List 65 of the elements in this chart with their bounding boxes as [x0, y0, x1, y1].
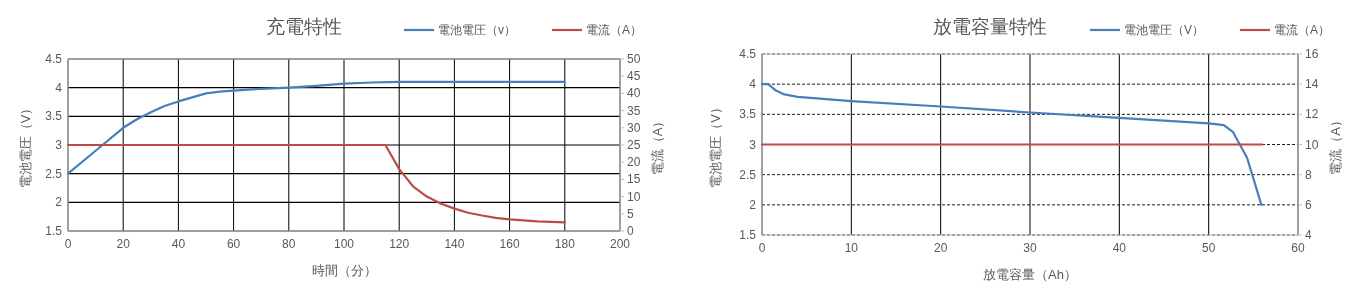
legend-label: 電流（A）: [1274, 23, 1331, 37]
y2-axis-title: 電流（A）: [650, 114, 665, 176]
x-tick-label: 10: [844, 241, 859, 255]
x-tick-label: 80: [282, 237, 296, 251]
x-tick-label: 0: [64, 237, 72, 251]
y2-tick-label: 25: [627, 138, 641, 152]
y2-tick-label: 6: [1305, 197, 1312, 212]
x-tick-label: 0: [758, 241, 766, 255]
x-tick-label: 120: [389, 237, 410, 251]
y-tick-label: 2: [749, 197, 757, 212]
x-tick-label: 20: [116, 237, 131, 251]
x-tick-label: 140: [444, 237, 465, 251]
x-tick-label: 200: [609, 237, 631, 251]
x-tick-label: 100: [333, 237, 355, 251]
line-series: [66, 80, 566, 175]
y2-tick-label: 4: [1305, 228, 1312, 242]
y2-tick-label: 10: [1305, 137, 1319, 152]
y2-tick-label: 16: [1305, 47, 1319, 61]
x-axis-title: 時間（分）: [311, 263, 377, 278]
line-series: [66, 143, 566, 224]
y2-tick-label: 12: [1305, 107, 1319, 122]
y-tick-label: 4: [55, 80, 63, 95]
line-series: [760, 83, 1263, 206]
y2-tick-label: 20: [627, 155, 641, 170]
y-tick-label: 3.5: [45, 109, 63, 124]
y-tick-label: 3: [55, 138, 63, 152]
legend-label: 電流（A）: [586, 23, 643, 37]
x-tick-label: 40: [171, 237, 186, 251]
y2-tick-label: 8: [1305, 167, 1312, 182]
y-axis-title: 電池電圧（V）: [18, 101, 33, 189]
y2-axis-title: 電流（A）: [1328, 114, 1343, 175]
y2-tick-label: 5: [627, 206, 634, 221]
y2-tick-label: 35: [627, 103, 641, 118]
y2-tick-label: 40: [627, 86, 641, 101]
y-tick-label: 3: [749, 137, 757, 152]
y2-tick-label: 15: [627, 172, 641, 187]
y-tick-label: 4.5: [45, 52, 63, 66]
x-tick-label: 60: [1291, 241, 1305, 255]
y-tick-label: 2: [55, 195, 63, 210]
legend-label: 電池電圧（v）: [438, 23, 516, 37]
x-tick-label: 160: [499, 237, 520, 251]
y-tick-label: 4: [749, 77, 757, 92]
y-tick-label: 3.5: [739, 107, 757, 122]
y2-tick-label: 14: [1305, 77, 1319, 92]
y-tick-label: 2.5: [45, 166, 63, 181]
x-tick-label: 30: [1023, 241, 1037, 255]
y-tick-label: 4.5: [739, 47, 757, 61]
y2-tick-label: 50: [627, 52, 641, 66]
legend-label: 電池電圧（V）: [1124, 23, 1205, 37]
y2-tick-label: 10: [627, 189, 641, 204]
y-tick-label: 1.5: [739, 228, 757, 242]
x-tick-label: 20: [933, 241, 948, 255]
y-tick-label: 2.5: [739, 167, 757, 182]
y2-tick-label: 0: [627, 224, 634, 238]
y-axis-title: 電池電圧（V）: [708, 101, 723, 188]
x-axis-title: 放電容量（Ah）: [983, 267, 1077, 282]
y-tick-label: 1.5: [45, 224, 63, 238]
x-tick-label: 40: [1112, 241, 1127, 255]
x-tick-label: 60: [226, 237, 241, 251]
y2-tick-label: 45: [627, 69, 641, 84]
x-tick-label: 50: [1201, 241, 1216, 255]
x-tick-label: 180: [554, 237, 576, 251]
y2-tick-label: 30: [627, 120, 641, 135]
chart-title: 放電容量特性: [933, 16, 1047, 37]
chart-title: 充電特性: [266, 16, 342, 37]
